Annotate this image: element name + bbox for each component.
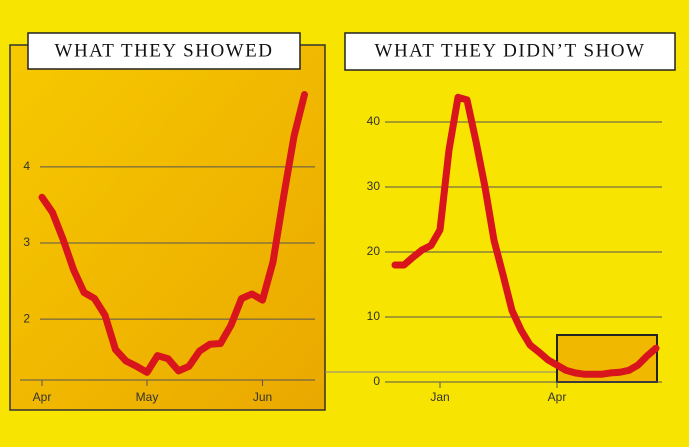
y-tick-label: 3: [23, 235, 30, 249]
x-tick-label: Jun: [253, 390, 272, 404]
data-line: [38, 90, 308, 376]
y-tick-label: 10: [367, 309, 381, 323]
x-tick-label: Apr: [548, 390, 567, 404]
plot-layer: 2 3 4 Apr May Jun 0 10 20 30 40 Jan Apr: [20, 90, 662, 404]
y-tick-label: 40: [367, 114, 381, 128]
y-tick-label: 20: [367, 244, 381, 258]
data-line: [391, 93, 660, 378]
y-tick-label: 0: [373, 374, 380, 388]
x-tick-label: May: [136, 390, 159, 404]
y-tick-label: 4: [23, 159, 30, 173]
y-tick-label: 2: [23, 311, 30, 325]
x-tick-label: Apr: [33, 390, 52, 404]
x-tick-label: Jan: [430, 390, 449, 404]
left-panel: [9, 44, 326, 411]
chart-title: WHAT THEY SHOWED: [55, 40, 274, 61]
y-tick-label: 30: [367, 179, 381, 193]
title-box: [344, 32, 676, 71]
title-box: [27, 32, 301, 70]
chart-title: WHAT THEY DIDN’T SHOW: [375, 40, 646, 61]
